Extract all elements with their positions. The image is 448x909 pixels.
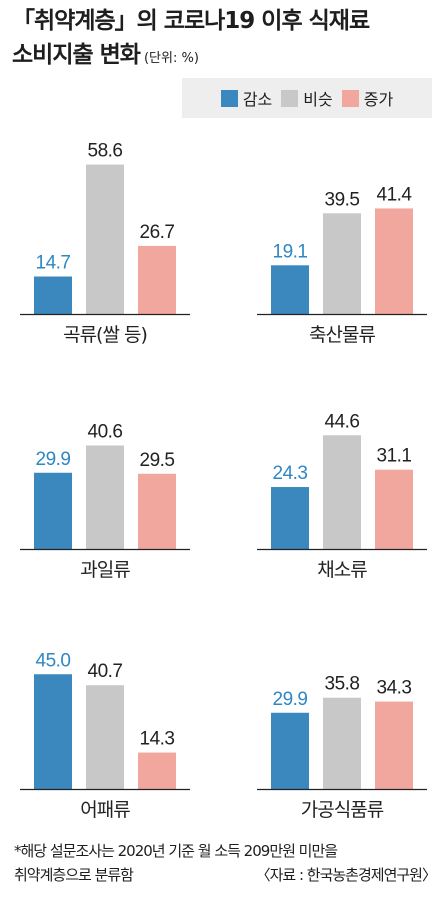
bar-similar bbox=[323, 697, 361, 789]
panel-livestock: 19.1 39.5 41.4 축산물류 bbox=[257, 184, 427, 346]
panel-fruit: 29.9 40.6 29.5 과일류 bbox=[20, 421, 190, 581]
category-label: 곡류(쌀 등) bbox=[63, 324, 147, 346]
bar-similar bbox=[86, 445, 124, 549]
footnote-line-2: 취약계층으로 분류함 bbox=[14, 866, 134, 884]
panel-seafood: 45.0 40.7 14.3 어패류 bbox=[20, 650, 190, 821]
chart-title: 「취약계층」의 코로나19 이후 식재료 소비지출 변화 (단위: %) bbox=[12, 4, 442, 76]
legend: 감소 비슷 증가 bbox=[182, 78, 432, 118]
bar-decrease bbox=[271, 487, 309, 549]
value-label-decrease: 24.3 bbox=[273, 463, 308, 484]
category-label: 축산물류 bbox=[309, 324, 375, 346]
value-label-similar: 39.5 bbox=[325, 189, 360, 210]
panel-vegetable: 24.3 44.6 31.1 채소류 bbox=[257, 411, 427, 581]
source-note: 〈자료 : 한국농촌경제연구원〉 bbox=[255, 866, 437, 884]
title-line-2-text: 소비지출 변화 bbox=[12, 42, 141, 68]
value-label-similar: 44.6 bbox=[325, 411, 360, 432]
bar-similar bbox=[323, 435, 361, 549]
bar-decrease bbox=[34, 674, 72, 789]
bar-similar bbox=[86, 164, 124, 314]
value-label-decrease: 29.9 bbox=[36, 449, 71, 470]
unit-label: (단위: %) bbox=[143, 51, 199, 66]
value-label-decrease: 14.7 bbox=[36, 253, 71, 274]
value-label-decrease: 19.1 bbox=[273, 241, 308, 262]
panel-grain: 14.7 58.6 26.7 곡류(쌀 등) bbox=[20, 141, 190, 346]
legend-item-decrease: 감소 bbox=[220, 86, 273, 110]
value-label-increase: 34.3 bbox=[377, 678, 412, 699]
bar-increase bbox=[138, 245, 176, 314]
category-label: 가공식품류 bbox=[301, 799, 384, 821]
bar-decrease bbox=[271, 265, 309, 314]
value-label-decrease: 45.0 bbox=[36, 650, 71, 671]
legend-label-increase: 증가 bbox=[363, 90, 394, 109]
legend-swatch-decrease bbox=[220, 89, 238, 107]
bar-decrease bbox=[34, 472, 72, 549]
value-label-increase: 29.5 bbox=[140, 450, 175, 471]
footnote-line-1: *해당 설문조사는 2020년 기준 월 소득 209만원 미만을 bbox=[14, 842, 338, 860]
title-line-1: 「취약계층」의 코로나19 이후 식재료 bbox=[12, 8, 370, 34]
legend-item-similar: 비슷 bbox=[281, 86, 333, 110]
value-label-decrease: 29.9 bbox=[273, 689, 308, 710]
value-label-similar: 40.7 bbox=[88, 661, 123, 682]
value-label-similar: 40.6 bbox=[88, 421, 123, 442]
legend-swatch-increase bbox=[341, 89, 359, 107]
bar-similar bbox=[323, 213, 361, 314]
value-label-increase: 31.1 bbox=[377, 446, 412, 467]
category-label: 채소류 bbox=[317, 559, 367, 581]
value-label-increase: 41.4 bbox=[377, 184, 413, 205]
bar-increase bbox=[375, 469, 413, 549]
legend-label-decrease: 감소 bbox=[242, 90, 273, 109]
footnote: *해당 설문조사는 2020년 기준 월 소득 209만원 미만을 취약계층으로… bbox=[14, 839, 444, 887]
value-label-increase: 26.7 bbox=[140, 222, 175, 243]
value-label-similar: 35.8 bbox=[325, 674, 360, 695]
bar-similar bbox=[86, 685, 124, 789]
bar-increase bbox=[375, 208, 413, 314]
value-label-similar: 58.6 bbox=[88, 141, 123, 162]
legend-label-similar: 비슷 bbox=[303, 90, 333, 109]
value-label-increase: 14.3 bbox=[140, 729, 175, 750]
title-line-2: 소비지출 변화 (단위: %) bbox=[12, 38, 442, 76]
legend-item-increase: 증가 bbox=[341, 86, 394, 110]
bar-increase bbox=[375, 701, 413, 789]
panel-processed: 29.9 35.8 34.3 가공식품류 bbox=[257, 674, 427, 821]
category-label: 어패류 bbox=[80, 799, 130, 821]
bar-decrease bbox=[34, 276, 72, 314]
bar-increase bbox=[138, 473, 176, 549]
bar-decrease bbox=[271, 712, 309, 789]
legend-swatch-similar bbox=[281, 89, 299, 107]
bar-increase bbox=[138, 752, 176, 789]
category-label: 과일류 bbox=[80, 559, 130, 581]
